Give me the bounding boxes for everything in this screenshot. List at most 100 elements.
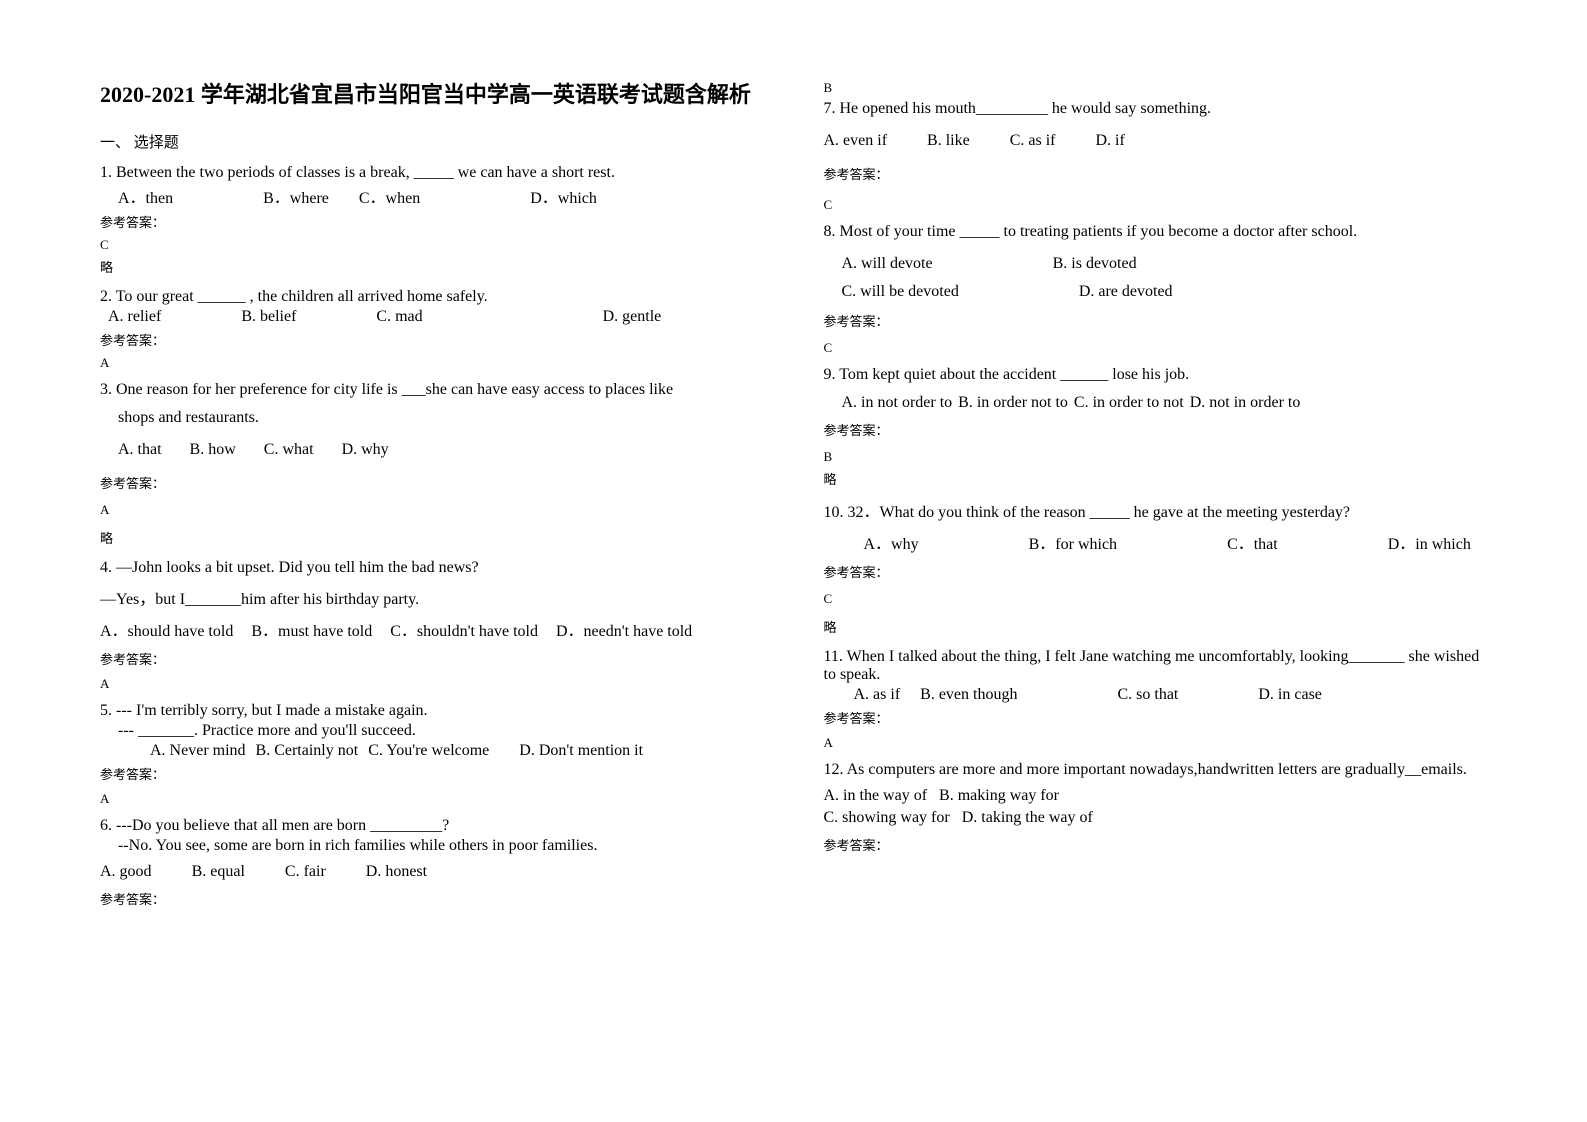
q8-text: 8. Most of your time _____ to treating p… — [824, 223, 1488, 241]
q1-options: A．then B．where C．when D．which — [118, 184, 764, 208]
q10-text: 10. 32．What do you think of the reason _… — [824, 498, 1488, 522]
q12-answer-label: 参考答案： — [824, 835, 1488, 854]
q7-opt-a: A. even if — [824, 132, 888, 150]
right-column: B 7. He opened his mouth_________ he wou… — [824, 80, 1488, 1042]
q12-options-row2: C. showing way for D. taking the way of — [824, 809, 1488, 827]
q3-opt-a: A. that — [118, 441, 162, 459]
q8-answer-label: 参考答案： — [824, 311, 1488, 330]
q5-opt-a: A. Never mind — [150, 742, 246, 760]
q7-opt-d: D. if — [1095, 132, 1124, 150]
q1-answer: C — [100, 237, 764, 253]
question-5: 5. --- I'm terribly sorry, but I made a … — [100, 702, 764, 807]
q4-options: A．should have told B．must have told C．sh… — [100, 617, 764, 641]
q10-answer: C — [824, 591, 1488, 607]
q3-opt-b: B. how — [190, 441, 236, 459]
q3-text: 3. One reason for her preference for cit… — [100, 381, 764, 399]
q1-answer-label: 参考答案： — [100, 212, 764, 231]
question-4: 4. —John looks a bit upset. Did you tell… — [100, 559, 764, 692]
question-9: 9. Tom kept quiet about the accident ___… — [824, 366, 1488, 488]
q9-opt-a: A. in not order to — [842, 394, 953, 412]
q2-text: 2. To our great ______ , the children al… — [100, 288, 764, 306]
q3-options: A. that B. how C. what D. why — [118, 441, 764, 459]
question-3: 3. One reason for her preference for cit… — [100, 381, 764, 547]
q8-opt-a: A. will devote — [842, 255, 933, 273]
q11-answer: A — [824, 735, 1488, 751]
q6-answer: B — [824, 80, 1488, 96]
q6-opt-b: B. equal — [192, 863, 245, 881]
q1-opt-a: A．then — [118, 184, 173, 208]
question-12: 12. As computers are more and more impor… — [824, 761, 1488, 854]
exam-title: 2020-2021 学年湖北省宜昌市当阳官当中学高一英语联考试题含解析 — [100, 80, 764, 111]
q1-text: 1. Between the two periods of classes is… — [100, 164, 764, 182]
q9-opt-b: B. in order not to — [958, 394, 1068, 412]
q9-note: 略 — [824, 469, 1488, 488]
q11-opt-a: A. as if — [854, 686, 901, 704]
q5-options: A. Never mind B. Certainly not C. You're… — [150, 742, 764, 760]
q9-opt-d: D. not in order to — [1190, 394, 1301, 412]
q2-opt-b: B. belief — [241, 308, 296, 326]
q11-opt-d: D. in case — [1258, 686, 1322, 704]
q3-answer-label: 参考答案： — [100, 473, 764, 492]
q10-note: 略 — [824, 617, 1488, 636]
q1-opt-b: B．where — [263, 184, 329, 208]
q6-opt-c: C. fair — [285, 863, 326, 881]
q12-opt-d: D. taking the way of — [962, 809, 1093, 827]
q8-answer: C — [824, 340, 1488, 356]
q10-opt-c: C．that — [1227, 530, 1278, 554]
q5-answer: A — [100, 791, 764, 807]
q4-opt-b: B．must have told — [251, 617, 372, 641]
q2-opt-d: D. gentle — [603, 308, 662, 326]
q2-answer: A — [100, 355, 764, 371]
q12-opt-c: C. showing way for — [824, 809, 950, 827]
q11-answer-label: 参考答案： — [824, 708, 1488, 727]
q3-opt-c: C. what — [264, 441, 314, 459]
question-8: 8. Most of your time _____ to treating p… — [824, 223, 1488, 356]
q3-text2: shops and restaurants. — [118, 409, 764, 427]
q5-text: 5. --- I'm terribly sorry, but I made a … — [100, 702, 764, 720]
q5-opt-c: C. You're welcome — [368, 742, 489, 760]
q10-options: A．why B．for which C．that D．in which — [864, 530, 1488, 554]
q11-opt-b: B. even though — [920, 686, 1017, 704]
q5-opt-d: D. Don't mention it — [519, 742, 643, 760]
q11-text: 11. When I talked about the thing, I fel… — [824, 648, 1488, 684]
q7-options: A. even if B. like C. as if D. if — [824, 132, 1488, 150]
q12-options-row1: A. in the way of B. making way for — [824, 787, 1488, 805]
q9-text: 9. Tom kept quiet about the accident ___… — [824, 366, 1488, 384]
q6-text2: --No. You see, some are born in rich fam… — [118, 837, 764, 855]
q7-opt-c: C. as if — [1010, 132, 1056, 150]
question-10: 10. 32．What do you think of the reason _… — [824, 498, 1488, 636]
q2-answer-label: 参考答案： — [100, 330, 764, 349]
q6-options: A. good B. equal C. fair D. honest — [100, 863, 764, 881]
q9-answer: B — [824, 449, 1488, 465]
q3-answer: A — [100, 502, 764, 518]
q4-text: 4. —John looks a bit upset. Did you tell… — [100, 559, 764, 577]
q7-text: 7. He opened his mouth_________ he would… — [824, 100, 1488, 118]
q6-answer-label: 参考答案： — [100, 889, 764, 908]
q9-answer-label: 参考答案： — [824, 420, 1488, 439]
q2-opt-c: C. mad — [376, 308, 422, 326]
q3-opt-d: D. why — [342, 441, 389, 459]
q6-opt-a: A. good — [100, 863, 152, 881]
q1-opt-d: D．which — [530, 184, 597, 208]
q6-text: 6. ---Do you believe that all men are bo… — [100, 817, 764, 835]
q4-opt-a: A．should have told — [100, 617, 233, 641]
q3-note: 略 — [100, 528, 764, 547]
q10-opt-d: D．in which — [1388, 530, 1471, 554]
q4-opt-c: C．shouldn't have told — [390, 617, 538, 641]
question-6: 6. ---Do you believe that all men are bo… — [100, 817, 764, 908]
q10-opt-b: B．for which — [1029, 530, 1117, 554]
question-2: 2. To our great ______ , the children al… — [100, 288, 764, 371]
q12-text: 12. As computers are more and more impor… — [824, 761, 1488, 779]
q9-opt-c: C. in order to not — [1074, 394, 1184, 412]
q4-answer-label: 参考答案： — [100, 649, 764, 668]
question-1: 1. Between the two periods of classes is… — [100, 164, 764, 276]
q6-opt-d: D. honest — [366, 863, 427, 881]
q8-opt-c: C. will be devoted — [842, 283, 959, 301]
q7-answer-label: 参考答案： — [824, 164, 1488, 183]
q4-opt-d: D．needn't have told — [556, 617, 692, 641]
q2-opt-a: A. relief — [108, 308, 161, 326]
q9-options: A. in not order to B. in order not to C.… — [842, 394, 1488, 412]
q5-text2: --- _______. Practice more and you'll su… — [118, 722, 764, 740]
q11-options: A. as if B. even though C. so that D. in… — [854, 686, 1488, 704]
q10-opt-a: A．why — [864, 530, 919, 554]
